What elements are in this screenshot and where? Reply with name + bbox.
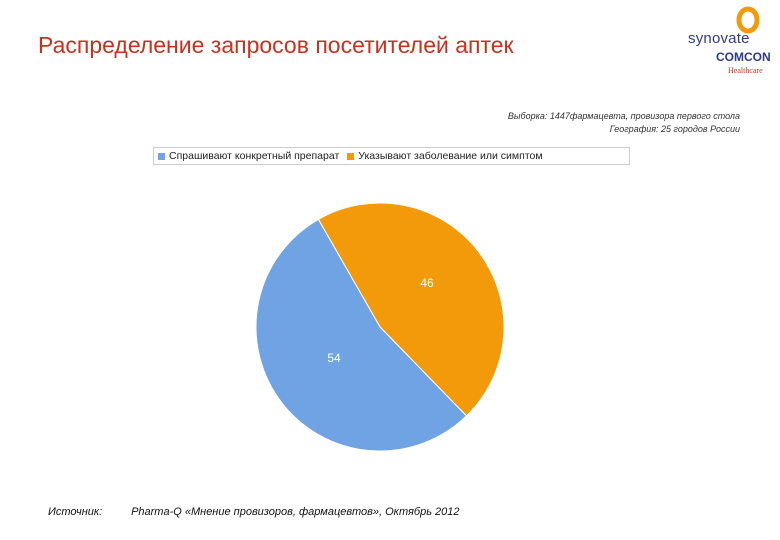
pie-data-label-0: 54 (327, 351, 341, 365)
logo-ring-icon (736, 6, 760, 34)
pie-data-label-1: 46 (420, 276, 434, 290)
legend-label-symptom: Указывают заболевание или симптом (358, 150, 543, 162)
pie-slice-1 (317, 202, 505, 417)
source-note: Источник: Pharma-Q «Мнение провизоров, ф… (48, 506, 460, 518)
page-title: Распределение запросов посетителей аптек (38, 32, 514, 58)
legend-swatch-symptom (347, 152, 355, 160)
source-text: Pharma-Q «Мнение провизоров, фармацевтов… (131, 506, 460, 518)
synovate-comcon-logo: synovate COMCON Healthcare (684, 6, 774, 76)
legend-item-specific-drug: Спрашивают конкретный препарат (158, 150, 339, 162)
sample-info: Выборка: 1447фармацевта, провизора перво… (508, 110, 740, 136)
source-label: Источник: (48, 506, 103, 518)
sample-line: Выборка: 1447фармацевта, провизора перво… (507, 111, 740, 121)
chart-legend: Спрашивают конкретный препарат Указывают… (153, 147, 630, 165)
legend-swatch-specific-drug (158, 152, 165, 160)
legend-item-symptom: Указывают заболевание или симптом (347, 150, 543, 162)
geography-line: География: 25 городов России (609, 124, 740, 134)
logo-line2: COMCON (716, 50, 771, 64)
logo-line1: synovate (688, 30, 750, 47)
legend-label-specific-drug: Спрашивают конкретный препарат (169, 150, 340, 162)
logo-line3: Healthcare (728, 66, 763, 75)
pie-slice-0 (255, 218, 468, 452)
